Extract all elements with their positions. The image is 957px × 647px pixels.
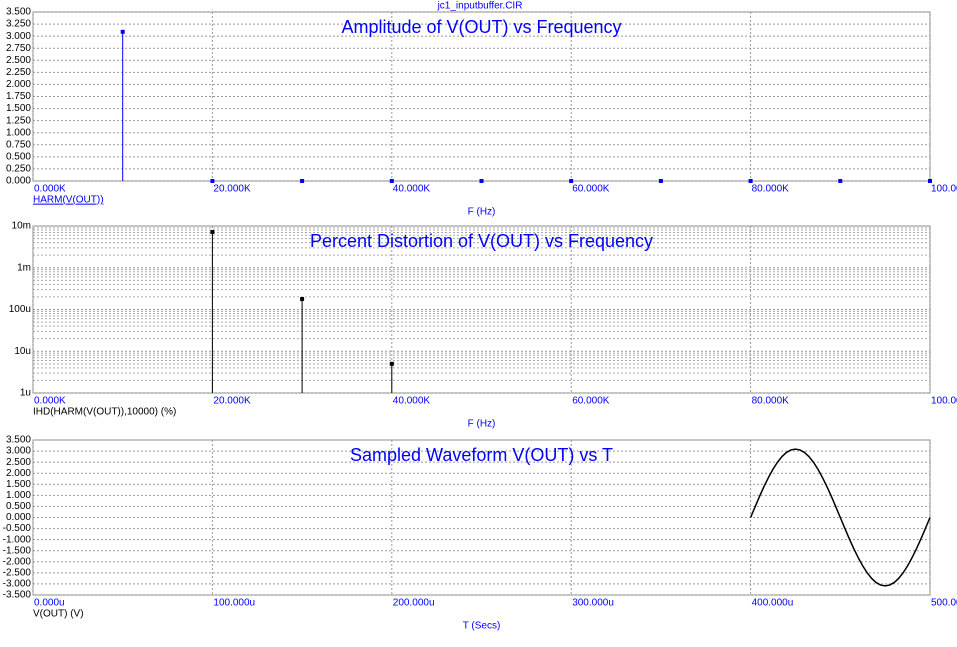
x-tick-label: 60.000K: [572, 184, 610, 195]
stem-marker: [658, 179, 663, 183]
x-tick-label: 400.000u: [752, 598, 794, 609]
y-tick-label: 1.500: [6, 103, 31, 114]
y-tick-label: 0.000: [6, 176, 31, 187]
chart-title: Amplitude of V(OUT) vs Frequency: [341, 17, 621, 37]
y-tick-label: -2.000: [3, 556, 32, 567]
stem-marker: [210, 229, 215, 234]
y-tick-label: 0.250: [6, 164, 31, 175]
x-tick-label: 100.000u: [213, 598, 255, 609]
y-tick-label: -3.500: [3, 590, 32, 601]
y-tick-label: 10m: [12, 221, 31, 232]
stem-marker: [928, 179, 932, 183]
y-tick-label: 3.000: [6, 31, 31, 42]
stem-marker: [389, 361, 394, 366]
y-tick-label: -2.500: [3, 567, 32, 578]
x-tick-label: 20.000K: [213, 184, 251, 195]
x-tick-label: 300.000u: [572, 598, 614, 609]
y-tick-label: 100u: [9, 304, 31, 315]
stem-marker: [838, 179, 843, 183]
y-tick-label: 2.500: [6, 457, 31, 468]
y-tick-label: -1.000: [3, 534, 32, 545]
x-axis-label: F (Hz): [468, 207, 496, 218]
y-tick-label: 3.250: [6, 19, 31, 30]
stem-marker: [479, 179, 484, 183]
stem-marker: [120, 29, 125, 34]
y-tick-label: -3.000: [3, 579, 32, 590]
y-tick-label: 10u: [14, 346, 31, 357]
legend-label: HARM(V(OUT)): [33, 195, 104, 206]
y-tick-label: -1.500: [3, 545, 32, 556]
x-tick-label: 80.000K: [752, 396, 790, 407]
x-tick-label: 200.000u: [393, 598, 435, 609]
stem-marker: [300, 179, 305, 183]
y-tick-label: 2.500: [6, 55, 31, 66]
x-tick-label: 100.000K: [931, 184, 957, 195]
x-tick-label: 0.000u: [34, 598, 65, 609]
y-tick-label: 0.500: [6, 151, 31, 162]
y-tick-label: -0.500: [3, 523, 32, 534]
y-tick-label: 1.500: [6, 479, 31, 490]
y-tick-label: 2.250: [6, 67, 31, 78]
x-tick-label: 20.000K: [213, 396, 251, 407]
x-tick-label: 0.000K: [34, 184, 66, 195]
y-tick-label: 1.000: [6, 127, 31, 138]
y-tick-label: 1.000: [6, 490, 31, 501]
stem-marker: [210, 179, 215, 183]
stem-marker: [748, 179, 753, 183]
chart-title: Sampled Waveform V(OUT) vs T: [350, 445, 613, 465]
y-tick-label: 0.000: [6, 512, 31, 523]
waveform-line: [749, 448, 931, 587]
chart-title: Percent Distortion of V(OUT) vs Frequenc…: [310, 231, 653, 251]
y-tick-label: 3.000: [6, 446, 31, 457]
y-tick-label: 1u: [20, 388, 31, 399]
x-tick-label: 500.000u: [931, 598, 957, 609]
x-tick-label: 40.000K: [393, 396, 431, 407]
x-tick-label: 100.000K: [931, 396, 957, 407]
y-tick-label: 1.250: [6, 115, 31, 126]
legend-label: IHD(HARM(V(OUT)),10000) (%): [33, 407, 176, 418]
y-tick-label: 3.500: [6, 435, 31, 446]
x-tick-label: 60.000K: [572, 396, 610, 407]
x-tick-label: 0.000K: [34, 396, 66, 407]
stem-marker: [300, 297, 305, 302]
y-tick-label: 1m: [17, 262, 31, 273]
legend-label: V(OUT) (V): [33, 609, 84, 620]
stem-marker: [389, 179, 394, 183]
y-tick-label: 2.750: [6, 43, 31, 54]
y-tick-label: 1.750: [6, 91, 31, 102]
x-axis-label: F (Hz): [468, 419, 496, 430]
y-tick-label: 0.750: [6, 139, 31, 150]
file-title: jc1_inputbuffer.CIR: [437, 1, 523, 12]
y-tick-label: 2.000: [6, 468, 31, 479]
y-tick-label: 2.000: [6, 79, 31, 90]
y-tick-label: 0.500: [6, 501, 31, 512]
x-tick-label: 40.000K: [393, 184, 431, 195]
stem-marker: [569, 179, 574, 183]
x-axis-label: T (Secs): [463, 621, 501, 632]
y-tick-label: 3.500: [6, 7, 31, 18]
x-tick-label: 80.000K: [752, 184, 790, 195]
